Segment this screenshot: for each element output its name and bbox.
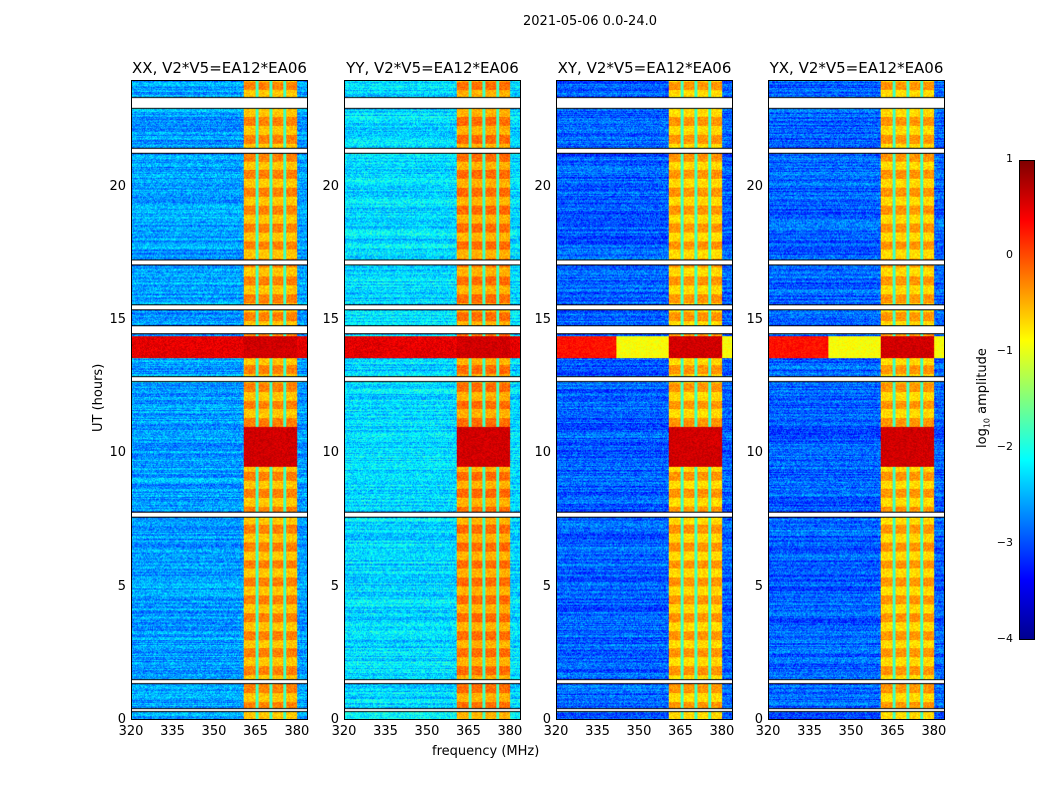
x-tick-label: 320: [331, 724, 357, 739]
y-tick-label: 0: [117, 712, 126, 727]
x-tick-label: 380: [284, 724, 310, 739]
y-tick-label: 20: [534, 178, 551, 194]
x-tick-label: 380: [709, 724, 735, 739]
y-tick-label: 0: [754, 712, 763, 727]
x-tick-label: 335: [373, 724, 398, 739]
y-tick-label: 0: [330, 712, 339, 727]
panel-title: YY, V2*V5=EA12*EA06: [346, 59, 519, 77]
panel-title: YX, V2*V5=EA12*EA06: [769, 59, 944, 77]
x-tick-label: 350: [838, 724, 864, 739]
x-tick-label: 320: [118, 724, 144, 739]
colorbar-tick-label: 1: [1006, 152, 1013, 165]
figure-title: 2021-05-06 0.0-24.0: [523, 14, 657, 29]
x-tick-label: 365: [243, 724, 268, 739]
y-tick-label: 20: [322, 178, 339, 194]
panel-title: XX, V2*V5=EA12*EA06: [132, 59, 307, 77]
y-tick-label: 10: [534, 445, 551, 461]
x-tick-label: 365: [668, 724, 693, 739]
colorbar-tick-label: −4: [996, 632, 1013, 645]
colorbar-tick-label: −2: [996, 440, 1013, 453]
colorbar-tick-label: 0: [1006, 248, 1013, 261]
colorbar: [1019, 160, 1035, 640]
x-tick-label: 335: [160, 724, 185, 739]
y-tick-label: 20: [109, 178, 126, 194]
y-tick-label: 15: [109, 312, 126, 327]
y-tick-label: 15: [746, 312, 763, 327]
y-tick-label: 20: [746, 178, 763, 194]
colorbar-tick-label: −1: [996, 344, 1013, 357]
y-tick-label: 5: [754, 578, 763, 594]
heatmap-3: [768, 80, 945, 720]
y-tick-label: 10: [322, 445, 339, 461]
x-tick-label: 365: [880, 724, 905, 739]
x-tick-label: 350: [201, 724, 227, 739]
x-tick-label: 320: [755, 724, 781, 739]
x-axis-label: frequency (MHz): [432, 744, 540, 759]
y-tick-label: 5: [542, 578, 551, 594]
panel-title: XY, V2*V5=EA12*EA06: [557, 59, 732, 77]
colorbar-tick-label: −3: [996, 536, 1013, 549]
y-tick-label: 5: [330, 578, 339, 594]
y-tick-label: 0: [542, 712, 551, 727]
heatmap-2: [556, 80, 733, 720]
heatmap-0: [131, 80, 308, 720]
x-tick-label: 335: [585, 724, 610, 739]
x-tick-label: 380: [497, 724, 523, 739]
x-tick-label: 335: [797, 724, 822, 739]
x-tick-label: 350: [626, 724, 652, 739]
x-tick-label: 350: [414, 724, 440, 739]
x-tick-label: 380: [921, 724, 947, 739]
x-tick-label: 365: [456, 724, 481, 739]
y-tick-label: 5: [117, 578, 126, 594]
y-tick-label: 10: [746, 445, 763, 461]
y-tick-label: 10: [109, 445, 126, 461]
y-tick-label: 15: [322, 312, 339, 327]
colorbar-label: log10 amplitude: [975, 348, 992, 448]
heatmap-1: [344, 80, 521, 720]
y-axis-label: UT (hours): [91, 363, 106, 432]
x-tick-label: 320: [543, 724, 569, 739]
y-tick-label: 15: [534, 312, 551, 327]
